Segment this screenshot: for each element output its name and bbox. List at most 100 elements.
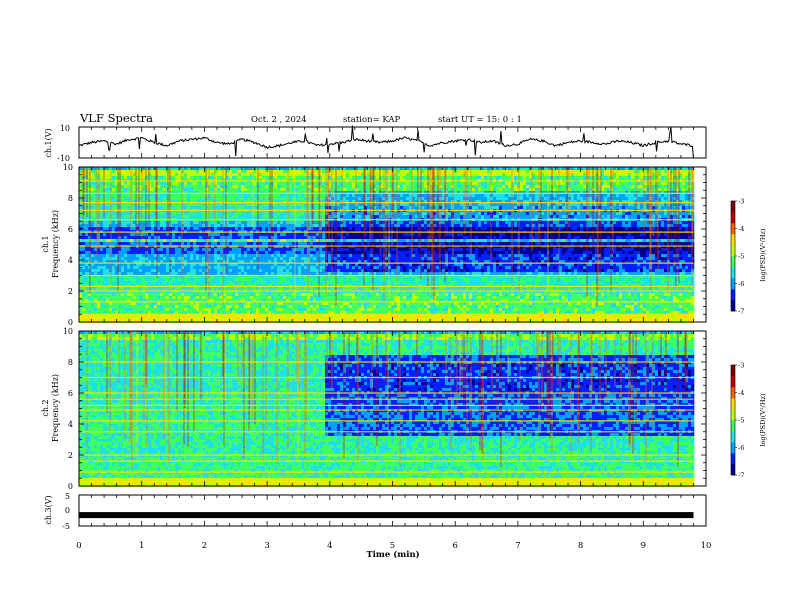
spectrogram-cell: [322, 173, 325, 176]
spectrogram-cell: [457, 188, 460, 191]
spectrogram-cell: [289, 173, 292, 176]
spectrogram-cell: [289, 197, 292, 200]
spectrogram-cell: [553, 173, 556, 176]
spectrogram-cell: [547, 170, 550, 173]
spectrogram-cell: [163, 182, 166, 185]
spectrogram-cell: [259, 197, 262, 200]
spectrogram-cell: [499, 206, 502, 209]
spectrogram-cell: [265, 173, 268, 176]
spectrogram-cell: [670, 203, 673, 206]
spectrogram-cell: [631, 224, 634, 227]
spectrogram-cell: [493, 206, 496, 209]
spectrogram-cell: [535, 170, 538, 173]
spectrogram-cell: [280, 197, 283, 200]
spectrogram-cell: [352, 212, 355, 215]
spectrogram-cell: [397, 185, 400, 188]
spectrogram-cell: [322, 221, 325, 224]
spectrogram-cell: [520, 185, 523, 188]
spectrogram-cell: [157, 203, 160, 206]
spectrogram-cell: [490, 203, 493, 206]
spectrogram-cell: [607, 212, 610, 215]
spectrogram-cell: [202, 221, 205, 224]
spectrogram-cell: [289, 227, 292, 230]
spectrogram-cell: [622, 203, 625, 206]
spectrogram-cell: [541, 188, 544, 191]
spectrogram-cell: [337, 197, 340, 200]
spectrogram-cell: [208, 212, 211, 215]
spectrogram-cell: [439, 212, 442, 215]
spectrogram-cell: [346, 203, 349, 206]
spectrogram-cell: [169, 215, 172, 218]
spectrogram-cell: [151, 227, 154, 230]
spectrogram-cell: [157, 185, 160, 188]
spectrogram-cell: [157, 212, 160, 215]
spectrogram-cell: [127, 188, 130, 191]
spectrogram-cell: [679, 176, 682, 179]
spectrogram-cell: [103, 206, 106, 209]
spectrogram-cell: [253, 176, 256, 179]
spectrogram-cell: [121, 173, 124, 176]
spectrogram-cell: [229, 197, 232, 200]
spectrogram-cell: [541, 176, 544, 179]
spectrogram-cell: [130, 227, 133, 230]
spectrogram-cell: [535, 224, 538, 227]
spectrogram-cell: [343, 185, 346, 188]
spectrogram-cell: [184, 197, 187, 200]
spectrogram-cell: [355, 182, 358, 185]
spectrogram-cell: [301, 206, 304, 209]
spectrogram-cell: [169, 212, 172, 215]
spectrogram-cell: [445, 227, 448, 230]
spectrogram-cell: [214, 176, 217, 179]
spectrogram-cell: [448, 188, 451, 191]
spectrogram-cell: [343, 227, 346, 230]
spectrogram-cell: [247, 185, 250, 188]
spectrogram-cell: [106, 212, 109, 215]
spectrogram-cell: [487, 173, 490, 176]
spectrogram-cell: [277, 185, 280, 188]
spectrogram-cell: [631, 221, 634, 224]
spectrogram-cell: [439, 182, 442, 185]
spectrogram-cell: [157, 194, 160, 197]
spectrogram-cell: [571, 212, 574, 215]
spectrogram-cell: [160, 173, 163, 176]
spectrogram-cell: [643, 221, 646, 224]
spectrogram-cell: [184, 203, 187, 206]
spectrogram-cell: [235, 212, 238, 215]
spectrogram-cell: [172, 185, 175, 188]
spectrogram-cell: [514, 188, 517, 191]
ch1-ytick-top: 10: [60, 124, 70, 133]
spectrogram-cell: [337, 194, 340, 197]
spectrogram-cell: [568, 197, 571, 200]
spectrogram-cell: [337, 206, 340, 209]
vlf-spectra-figure: VLF Spectra Oct. 2 , 2024 station= KAP s…: [0, 0, 792, 612]
spectrogram-cell: [91, 188, 94, 191]
spectrogram-cell: [385, 203, 388, 206]
spectrogram-cell: [127, 182, 130, 185]
spectrogram-cell: [379, 185, 382, 188]
spectrogram-cell: [364, 176, 367, 179]
spectrogram-cell: [496, 185, 499, 188]
spectrogram-cell: [313, 224, 316, 227]
spectrogram-cell: [244, 212, 247, 215]
spectrogram-cell: [313, 197, 316, 200]
spectrogram-cell: [322, 176, 325, 179]
spectrogram-cell: [631, 203, 634, 206]
spectrogram-cell: [346, 206, 349, 209]
spectrogram-cell: [568, 203, 571, 206]
spectrogram-cell: [289, 215, 292, 218]
spectrogram-cell: [412, 194, 415, 197]
spectrogram-cell: [283, 203, 286, 206]
spectrogram-cell: [664, 170, 667, 173]
spectrogram-cell: [400, 206, 403, 209]
spectrogram-cell: [688, 206, 691, 209]
spectrogram-cell: [460, 170, 463, 173]
spectrogram-cell: [271, 170, 274, 173]
spectrogram-cell: [658, 176, 661, 179]
spectrogram-cell: [358, 212, 361, 215]
spectrogram-cell: [544, 188, 547, 191]
spectrogram-cell: [640, 203, 643, 206]
spectrogram-cell: [640, 224, 643, 227]
spectrogram-cell: [229, 224, 232, 227]
spectrogram-cell: [433, 203, 436, 206]
spectrogram-cell: [454, 197, 457, 200]
